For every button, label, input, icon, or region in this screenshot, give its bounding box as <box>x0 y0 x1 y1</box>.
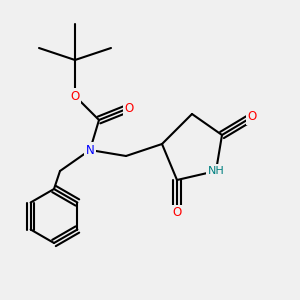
Text: O: O <box>248 110 256 124</box>
Text: NH: NH <box>208 166 224 176</box>
Text: O: O <box>124 101 134 115</box>
Text: O: O <box>70 89 80 103</box>
Text: N: N <box>85 143 94 157</box>
Text: O: O <box>172 206 182 220</box>
